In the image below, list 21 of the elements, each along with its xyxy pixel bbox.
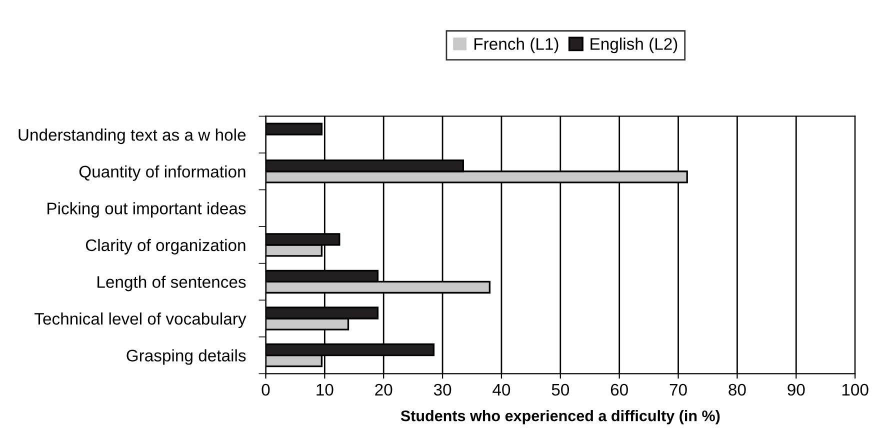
legend-label: French (L1) [474, 38, 558, 54]
x-tick-label: 80 [728, 384, 746, 396]
x-tick-label: 10 [316, 384, 334, 396]
y-tick-label: Picking out important ideas [48, 202, 246, 218]
x-tick-label: 90 [788, 384, 805, 396]
x-tick-label: 20 [375, 384, 392, 396]
x-tick-label: 0 [262, 384, 270, 396]
y-tick-label: Understanding text as a w hole [18, 128, 246, 144]
y-tick-label: Quantity of information [79, 165, 246, 181]
y-tick-label: Grasping details [126, 349, 246, 365]
legend-label: English (L2) [590, 38, 678, 54]
y-tick-label: Clarity of organization [86, 238, 246, 254]
y-tick-label: Length of sentences [98, 276, 246, 292]
x-tick-label: 70 [670, 384, 687, 396]
y-tick-label: Technical level of vocabulary [34, 312, 246, 328]
x-tick-label: 50 [552, 384, 570, 396]
x-tick-label: 30 [434, 384, 452, 396]
x-axis-title: Students who experienced a difficulty (in %) [400, 410, 720, 424]
x-tick-label: 60 [610, 384, 628, 396]
x-tick-label: 100 [842, 384, 868, 396]
x-tick-label: 40 [492, 384, 510, 396]
